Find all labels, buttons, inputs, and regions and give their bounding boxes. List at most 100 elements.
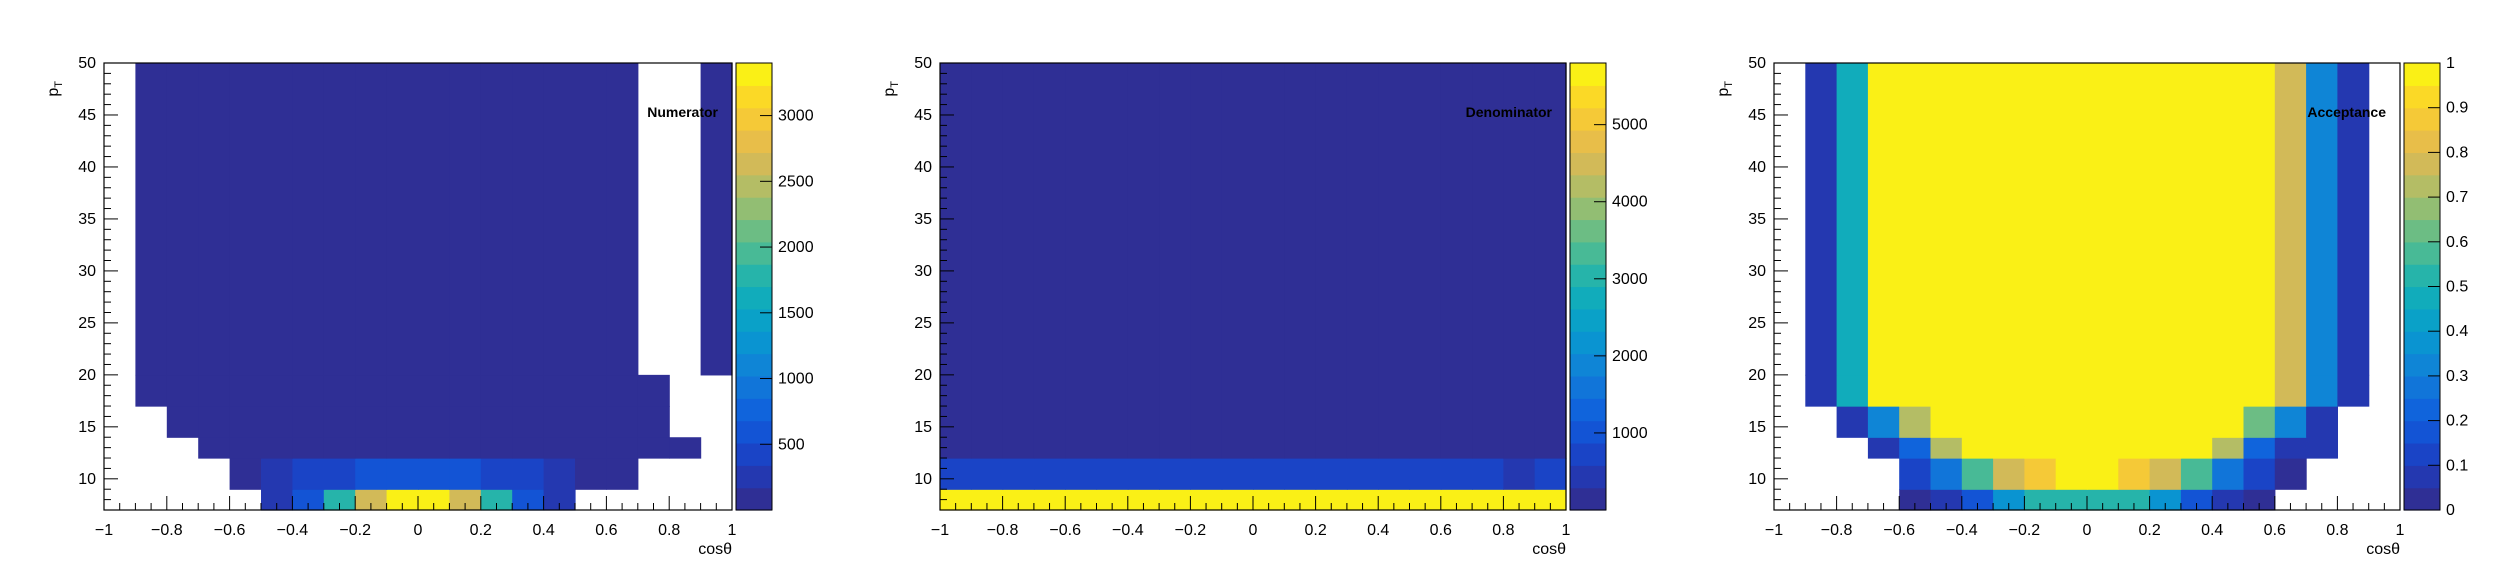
x-tick-label: −1 [95, 522, 113, 539]
colorbar-segment [2404, 197, 2440, 221]
heatmap-cell [2149, 489, 2182, 511]
colorbar-segment [1570, 174, 1606, 198]
colorbar-segment [1570, 442, 1606, 466]
heatmap-cell [1409, 63, 1442, 459]
heatmap-cell [606, 437, 639, 459]
heatmap-cell [575, 458, 607, 490]
colorbar-segment [736, 130, 772, 153]
heatmap-cell [323, 458, 356, 490]
colorbar-segment [736, 420, 772, 444]
y-tick-label: 30 [914, 263, 932, 280]
colorbar-segment [2404, 308, 2440, 332]
heatmap-cell [2306, 437, 2338, 459]
heatmap-cell [418, 489, 450, 511]
colorbar-tick-label: 0.1 [2446, 457, 2468, 474]
heatmap-cell [1534, 458, 1567, 490]
x-tick-label: 0.6 [2264, 522, 2286, 539]
heatmap-cell [355, 437, 388, 459]
colorbar-segment [736, 264, 772, 288]
heatmap-cell [512, 63, 545, 376]
colorbar-segment [736, 219, 772, 243]
heatmap-cell [2149, 437, 2182, 459]
heatmap-cell [2087, 63, 2119, 376]
colorbar-segment [2404, 331, 2440, 355]
colorbar-segment [1570, 420, 1606, 444]
colorbar-segment [736, 63, 772, 86]
x-tick-label: −0.4 [1112, 522, 1144, 539]
y-tick-label: 10 [914, 471, 932, 488]
heatmap-cell [2180, 406, 2213, 438]
heatmap-cell [449, 374, 482, 407]
heatmap-cell [386, 489, 419, 511]
colorbar-segment [736, 308, 772, 332]
heatmap-cell [292, 374, 325, 407]
colorbar-segment [736, 353, 772, 377]
heatmap-cell [1127, 489, 1160, 511]
heatmap-cell [1315, 489, 1348, 511]
heatmap-cell [355, 458, 388, 490]
heatmap-cell [637, 374, 670, 407]
colorbar-segment [1570, 63, 1606, 86]
heatmap-cell [1503, 63, 1536, 459]
x-tick-label: 0.2 [470, 522, 492, 539]
colorbar-segment [2404, 63, 2440, 86]
heatmap-cell [1440, 458, 1473, 490]
heatmap-cell [1253, 63, 1285, 459]
heatmap-cell [669, 437, 702, 459]
heatmap-cell [1159, 458, 1191, 490]
colorbar-tick-label: 1000 [1612, 425, 1648, 442]
colorbar-segment [2404, 398, 2440, 422]
colorbar-segment [2404, 241, 2440, 265]
y-tick-label: 30 [1748, 263, 1766, 280]
heatmap-cell [261, 406, 293, 438]
heatmap-cell [2212, 458, 2245, 490]
heatmap-cell [449, 458, 482, 490]
heatmap-cell [1378, 458, 1411, 490]
heatmap-cell [480, 458, 513, 490]
x-tick-label: 0.6 [1430, 522, 1452, 539]
heatmap-cell [1065, 458, 1098, 490]
heatmap-cell [292, 437, 325, 459]
heatmap-cell [1534, 63, 1567, 459]
x-tick-label: 0.8 [1492, 522, 1514, 539]
colorbar-tick-label: 0.7 [2446, 189, 2468, 206]
y-tick-label: 20 [914, 367, 932, 384]
x-tick-label: −0.8 [987, 522, 1019, 539]
x-tick-label: 0 [1249, 522, 1258, 539]
colorbar-segment [1570, 241, 1606, 265]
heatmap-cell [606, 63, 639, 376]
heatmap-cell [2055, 489, 2088, 511]
heatmap-cell [2212, 489, 2245, 511]
heatmap-cell [2118, 458, 2151, 490]
heatmap-cell [2212, 374, 2245, 407]
colorbar-frame [735, 62, 773, 511]
heatmap-cell [512, 489, 545, 511]
colorbar-segment [1570, 375, 1606, 399]
heatmap-cell [940, 458, 972, 490]
heatmap-cell [2243, 437, 2276, 459]
y-tick-label: 20 [78, 367, 96, 384]
heatmap-cell [1930, 63, 1963, 376]
heatmap-cell [2149, 406, 2182, 438]
heatmap-cell [2087, 406, 2119, 438]
heatmap-cell [386, 458, 419, 490]
colorbar-tick-label: 5000 [1612, 117, 1648, 134]
heatmap-cell [355, 374, 388, 407]
x-tick-label: 0.8 [2326, 522, 2348, 539]
plot-title: Acceptance [2307, 104, 2386, 120]
colorbar-tick-label: 0.5 [2446, 279, 2468, 296]
x-tick-label: −0.2 [2009, 522, 2041, 539]
heatmap-cell [606, 374, 639, 407]
heatmap-cell [1409, 458, 1442, 490]
colorbar-tick-label: 0.6 [2446, 234, 2468, 251]
heatmap-cell [512, 406, 545, 438]
heatmap-cell [2274, 374, 2307, 407]
heatmap-cell [1346, 489, 1379, 511]
colorbar-segment [2404, 465, 2440, 489]
heatmap-cell [449, 406, 482, 438]
y-tick-label: 15 [914, 419, 932, 436]
heatmap-cell [1378, 489, 1411, 511]
heatmap-cell [1002, 63, 1035, 459]
colorbar-segment [736, 375, 772, 399]
x-tick-label: 0.4 [1367, 522, 1389, 539]
